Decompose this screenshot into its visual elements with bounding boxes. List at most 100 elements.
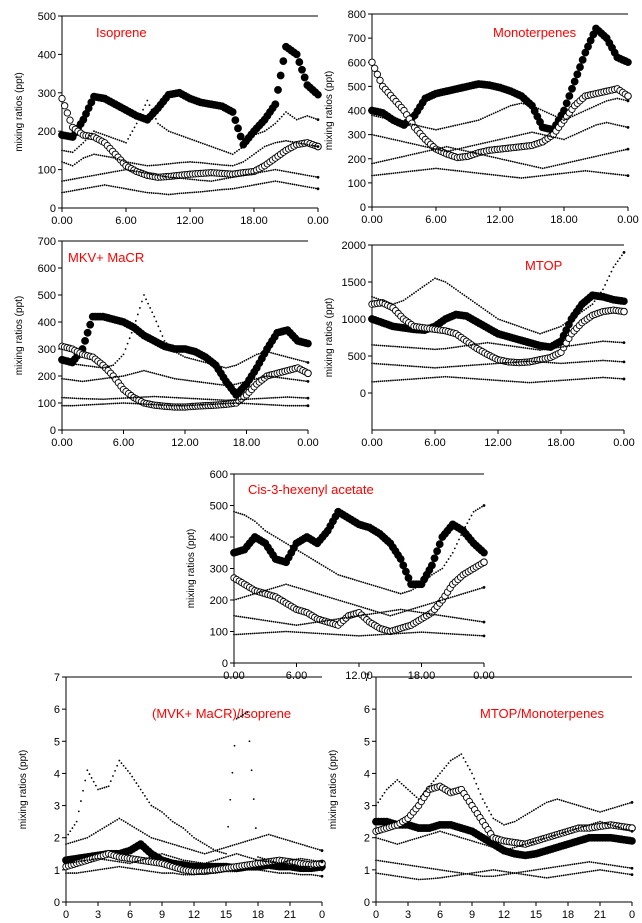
data-point <box>554 875 557 878</box>
data-point <box>379 135 382 138</box>
data-point <box>564 379 567 382</box>
data-point <box>422 604 425 607</box>
data-point <box>590 156 593 159</box>
y-tick-label: 0 <box>360 202 366 214</box>
data-point <box>400 155 403 158</box>
data-point <box>249 398 252 400</box>
data-point <box>308 622 310 625</box>
data-point <box>532 330 535 333</box>
data-point <box>471 343 474 346</box>
data-point <box>310 186 313 189</box>
data-point <box>434 376 436 379</box>
y-tick-label: 5 <box>54 736 60 748</box>
data-point <box>470 619 473 622</box>
data-point <box>394 780 397 783</box>
data-point <box>607 152 610 155</box>
data-point <box>178 134 181 136</box>
data-point <box>294 378 297 381</box>
data-point <box>261 835 264 838</box>
data-point <box>264 351 266 354</box>
data-point <box>567 136 570 139</box>
data-point <box>567 161 570 164</box>
data-point <box>302 173 304 176</box>
data-point <box>161 192 164 195</box>
data-point <box>190 397 193 400</box>
data-point <box>626 866 629 869</box>
data-point <box>114 860 116 863</box>
data-point <box>274 122 277 125</box>
data-point <box>377 380 380 383</box>
data-point <box>459 376 462 379</box>
data-point <box>214 147 217 149</box>
data-point <box>203 852 206 855</box>
data-point <box>522 133 525 136</box>
data-point <box>537 839 540 842</box>
data-point <box>588 807 591 810</box>
data-point <box>258 591 260 594</box>
y-tick-label: 500 <box>348 351 366 363</box>
data-point <box>614 123 617 126</box>
data-point <box>537 868 540 871</box>
data-point <box>593 341 596 344</box>
data-point <box>600 340 602 343</box>
data-point <box>69 404 72 407</box>
data-point <box>425 283 428 286</box>
data-point <box>474 634 477 637</box>
data-point <box>507 380 510 383</box>
data-point <box>612 360 615 363</box>
data-point <box>241 402 244 405</box>
data-point <box>586 127 589 130</box>
data-point <box>383 633 385 636</box>
data-point <box>231 164 234 167</box>
data-point <box>381 116 384 119</box>
data-point <box>169 855 172 858</box>
data-point <box>392 861 394 864</box>
data-point <box>554 798 557 801</box>
data-point <box>195 140 198 143</box>
data-point <box>464 592 467 594</box>
data-point <box>403 121 405 124</box>
y-tick-label: 200 <box>38 371 56 383</box>
data-point <box>201 862 204 865</box>
data-point <box>229 164 232 167</box>
data-point <box>404 364 407 367</box>
data-point <box>449 833 452 836</box>
data-point <box>439 147 442 150</box>
data-point <box>180 397 182 399</box>
data-point <box>603 100 606 103</box>
data-point <box>195 178 198 181</box>
data-point <box>452 125 454 127</box>
data-point <box>622 149 625 151</box>
data-point <box>289 114 292 116</box>
data-point <box>83 397 86 400</box>
data-point <box>533 165 536 168</box>
data-point <box>524 381 527 384</box>
data-point <box>622 341 626 345</box>
data-point <box>295 586 298 589</box>
data-point <box>88 154 91 157</box>
data-point <box>255 403 258 405</box>
data-point <box>390 158 393 161</box>
data-point <box>568 345 571 347</box>
data-point <box>401 611 404 613</box>
x-tick-label: 0.00 <box>307 215 328 227</box>
data-point <box>316 592 319 595</box>
data-point <box>426 146 429 149</box>
data-point <box>553 362 556 364</box>
y-tick-label: 400 <box>210 532 228 544</box>
data-point <box>433 631 435 634</box>
data-point <box>341 617 344 620</box>
data-point <box>165 175 168 178</box>
data-point <box>356 634 358 637</box>
data-point <box>270 620 273 623</box>
data-point <box>218 365 221 368</box>
data-point <box>235 598 237 601</box>
data-point <box>509 136 512 138</box>
data-point <box>395 632 398 635</box>
data-point <box>596 862 599 865</box>
data-point <box>463 377 466 379</box>
data-point <box>114 185 117 188</box>
data-point <box>569 161 572 164</box>
data-point <box>368 58 376 66</box>
data-point <box>87 365 90 367</box>
